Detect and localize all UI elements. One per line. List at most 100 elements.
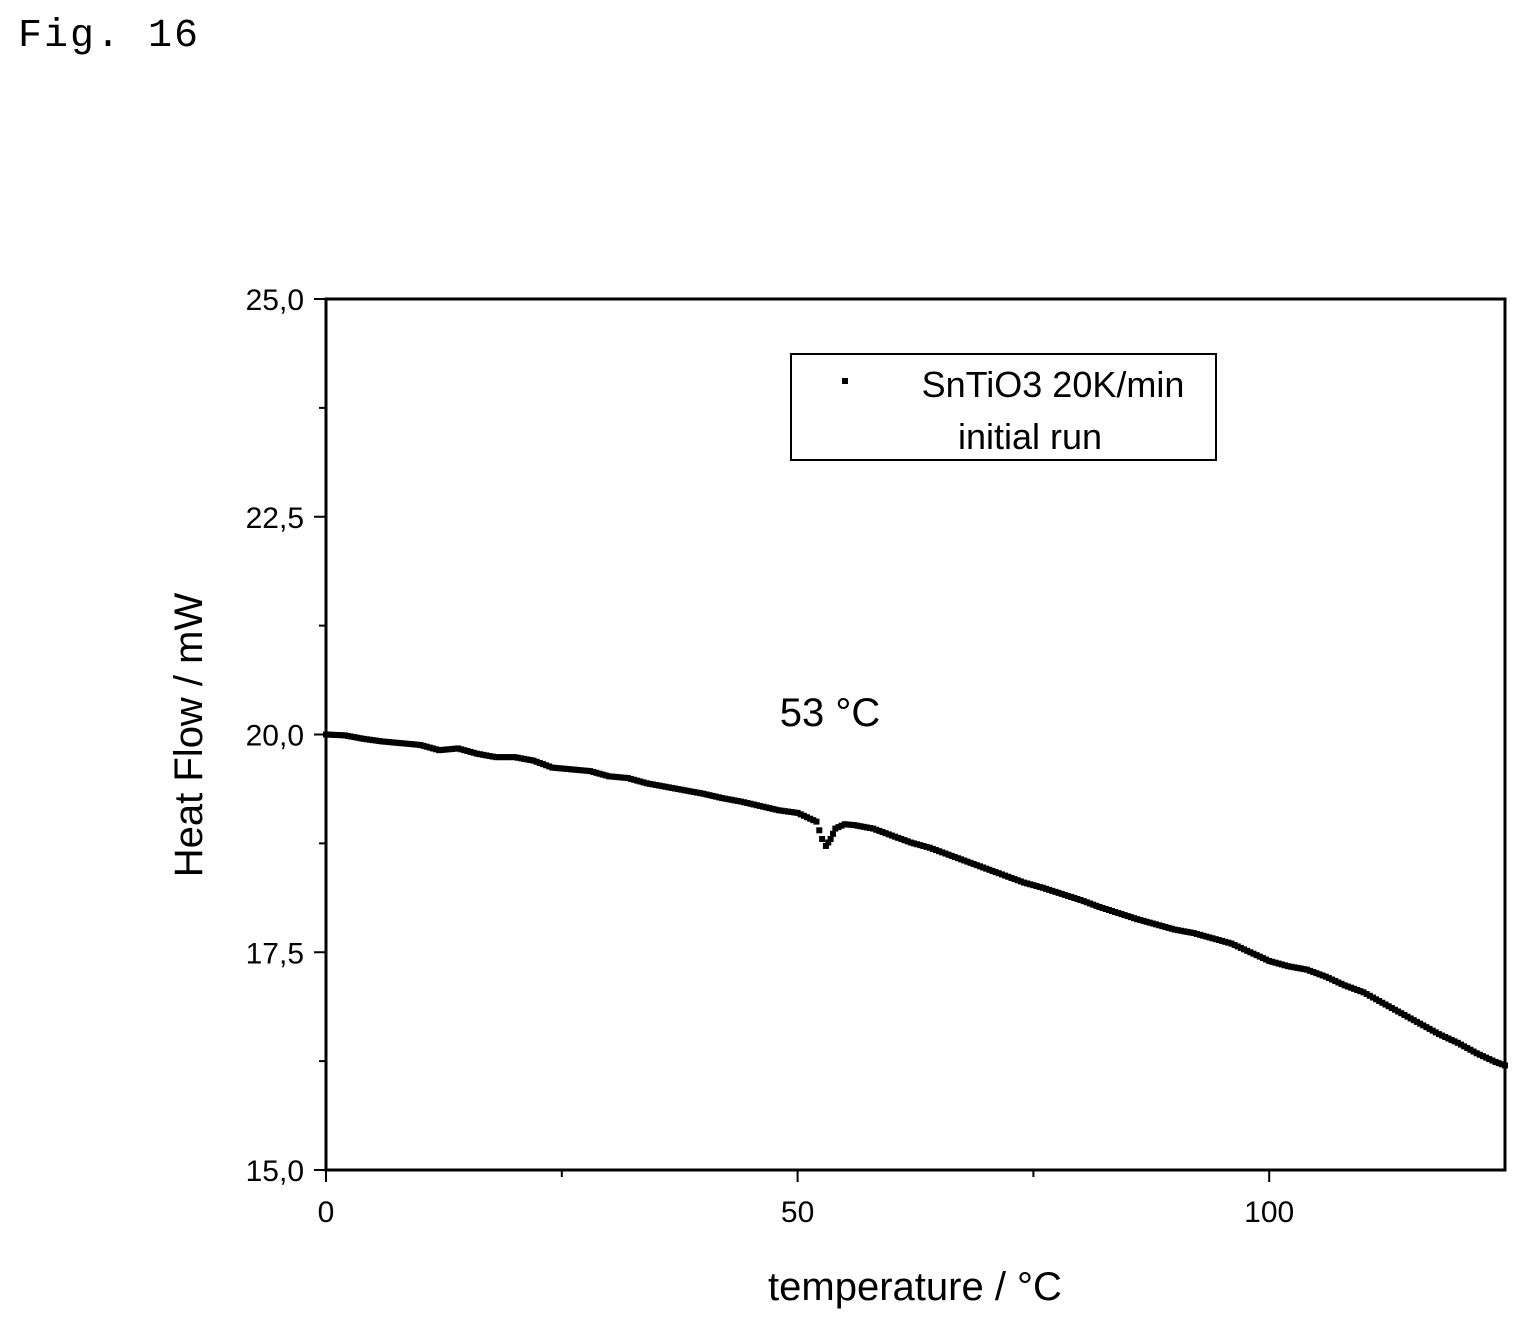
data-point-interp (1272, 959, 1279, 966)
data-point-interp (1489, 1057, 1496, 1064)
data-point-interp (420, 742, 427, 749)
data-point-interp (1457, 1041, 1464, 1048)
data-point-interp (1033, 883, 1040, 890)
data-point (1096, 903, 1103, 910)
data-point-interp (706, 792, 713, 799)
data-point-interp (703, 791, 710, 798)
data-point-interp (747, 800, 754, 807)
data-point-interp (760, 803, 767, 810)
data-point-interp (486, 752, 493, 759)
data-point (511, 754, 518, 761)
data-point-interp (539, 761, 546, 768)
axis-tick-labels: 0 50 100 15,0 17,5 20,0 22,5 25,0 (246, 284, 1295, 1229)
data-point-interp (741, 799, 748, 806)
data-point-interp (411, 741, 418, 748)
data-point-interp (1347, 984, 1354, 991)
data-point-interp (1181, 928, 1188, 935)
data-point-interp (602, 772, 609, 779)
x-tick-label: 0 (318, 1196, 335, 1229)
data-point-interp (367, 736, 374, 743)
data-point-interp (555, 765, 562, 772)
data-point-interp (1168, 925, 1175, 932)
data-point-interp (524, 756, 531, 763)
data-point-interp (932, 847, 939, 854)
data-point-interp (1071, 894, 1078, 901)
data-point-interp (1344, 983, 1351, 990)
data-point (1039, 884, 1046, 891)
data-point (624, 775, 631, 782)
data-point-interp (1030, 882, 1037, 889)
data-point-interp (992, 869, 999, 876)
data-point-interp (844, 821, 851, 828)
data-point-interp (1429, 1027, 1436, 1034)
data-point-interp (599, 771, 606, 778)
data-point-interp (1011, 876, 1018, 883)
data-point (1379, 999, 1386, 1006)
data-point-interp (857, 823, 864, 830)
data-point-interp (1222, 938, 1229, 945)
data-point-interp (618, 774, 625, 781)
data-point-interp (1357, 988, 1364, 995)
data-point-interp (766, 805, 773, 812)
data-point-interp (898, 836, 905, 843)
data-point-interp (1184, 928, 1191, 935)
data-point-interp (499, 754, 506, 761)
data-point-interp (1325, 975, 1332, 982)
data-point-interp (1476, 1051, 1483, 1058)
data-point (1360, 989, 1367, 996)
data-point (756, 802, 763, 809)
data-point-interp (1297, 965, 1304, 972)
data-point-interp (1234, 943, 1241, 950)
data-point-interp (1329, 976, 1336, 983)
data-point-interp (709, 792, 716, 799)
data-point (775, 807, 782, 814)
data-point-interp (596, 770, 603, 777)
data-point-interp (495, 754, 502, 761)
data-point-interp (671, 785, 678, 792)
data-point-interp (646, 780, 653, 787)
data-point (1247, 949, 1254, 956)
data-point-interp (791, 809, 798, 816)
data-point-interp (445, 746, 452, 753)
y-tick-label: 15,0 (246, 1155, 304, 1188)
data-point-interp (1090, 901, 1097, 908)
data-point-interp (382, 738, 389, 745)
legend: SnTiO3 20K/min initial run (790, 353, 1217, 461)
data-point-interp (480, 751, 487, 758)
data-point-interp (483, 752, 490, 759)
data-point-interp (1052, 888, 1059, 895)
data-point-interp (615, 774, 622, 781)
data-point-interp (1178, 927, 1185, 934)
data-point (643, 780, 650, 787)
data-point-interp (439, 746, 446, 753)
data-point (1171, 926, 1178, 933)
data-point-interp (1046, 886, 1053, 893)
data-point-interp (389, 739, 396, 746)
y-tick-label: 22,5 (246, 502, 304, 535)
data-point-interp (517, 755, 524, 762)
data-point-interp (1426, 1025, 1433, 1032)
data-point-interp (1231, 941, 1238, 948)
data-point-interp (1319, 972, 1326, 979)
data-point-interp (782, 808, 789, 815)
data-point-interp (1479, 1053, 1486, 1060)
data-point-interp (675, 786, 682, 793)
data-point (851, 822, 858, 829)
data-point-interp (797, 811, 804, 818)
data-point (1020, 879, 1027, 886)
data-point-interp (914, 841, 921, 848)
data-point-interp (1291, 964, 1298, 971)
data-point-interp (1461, 1043, 1468, 1050)
data-point-interp (1288, 963, 1295, 970)
data-point-interp (1269, 958, 1276, 965)
data-point-interp (942, 850, 949, 857)
data-point-interp (1124, 913, 1131, 920)
data-point-interp (948, 852, 955, 859)
data-point-interp (363, 736, 370, 743)
data-point-interp (1486, 1056, 1493, 1063)
data-point (794, 809, 801, 816)
data-point-interp (1225, 939, 1232, 946)
data-point-interp (1451, 1038, 1458, 1045)
data-point-interp (1281, 962, 1288, 969)
data-point-interp (1014, 877, 1021, 884)
